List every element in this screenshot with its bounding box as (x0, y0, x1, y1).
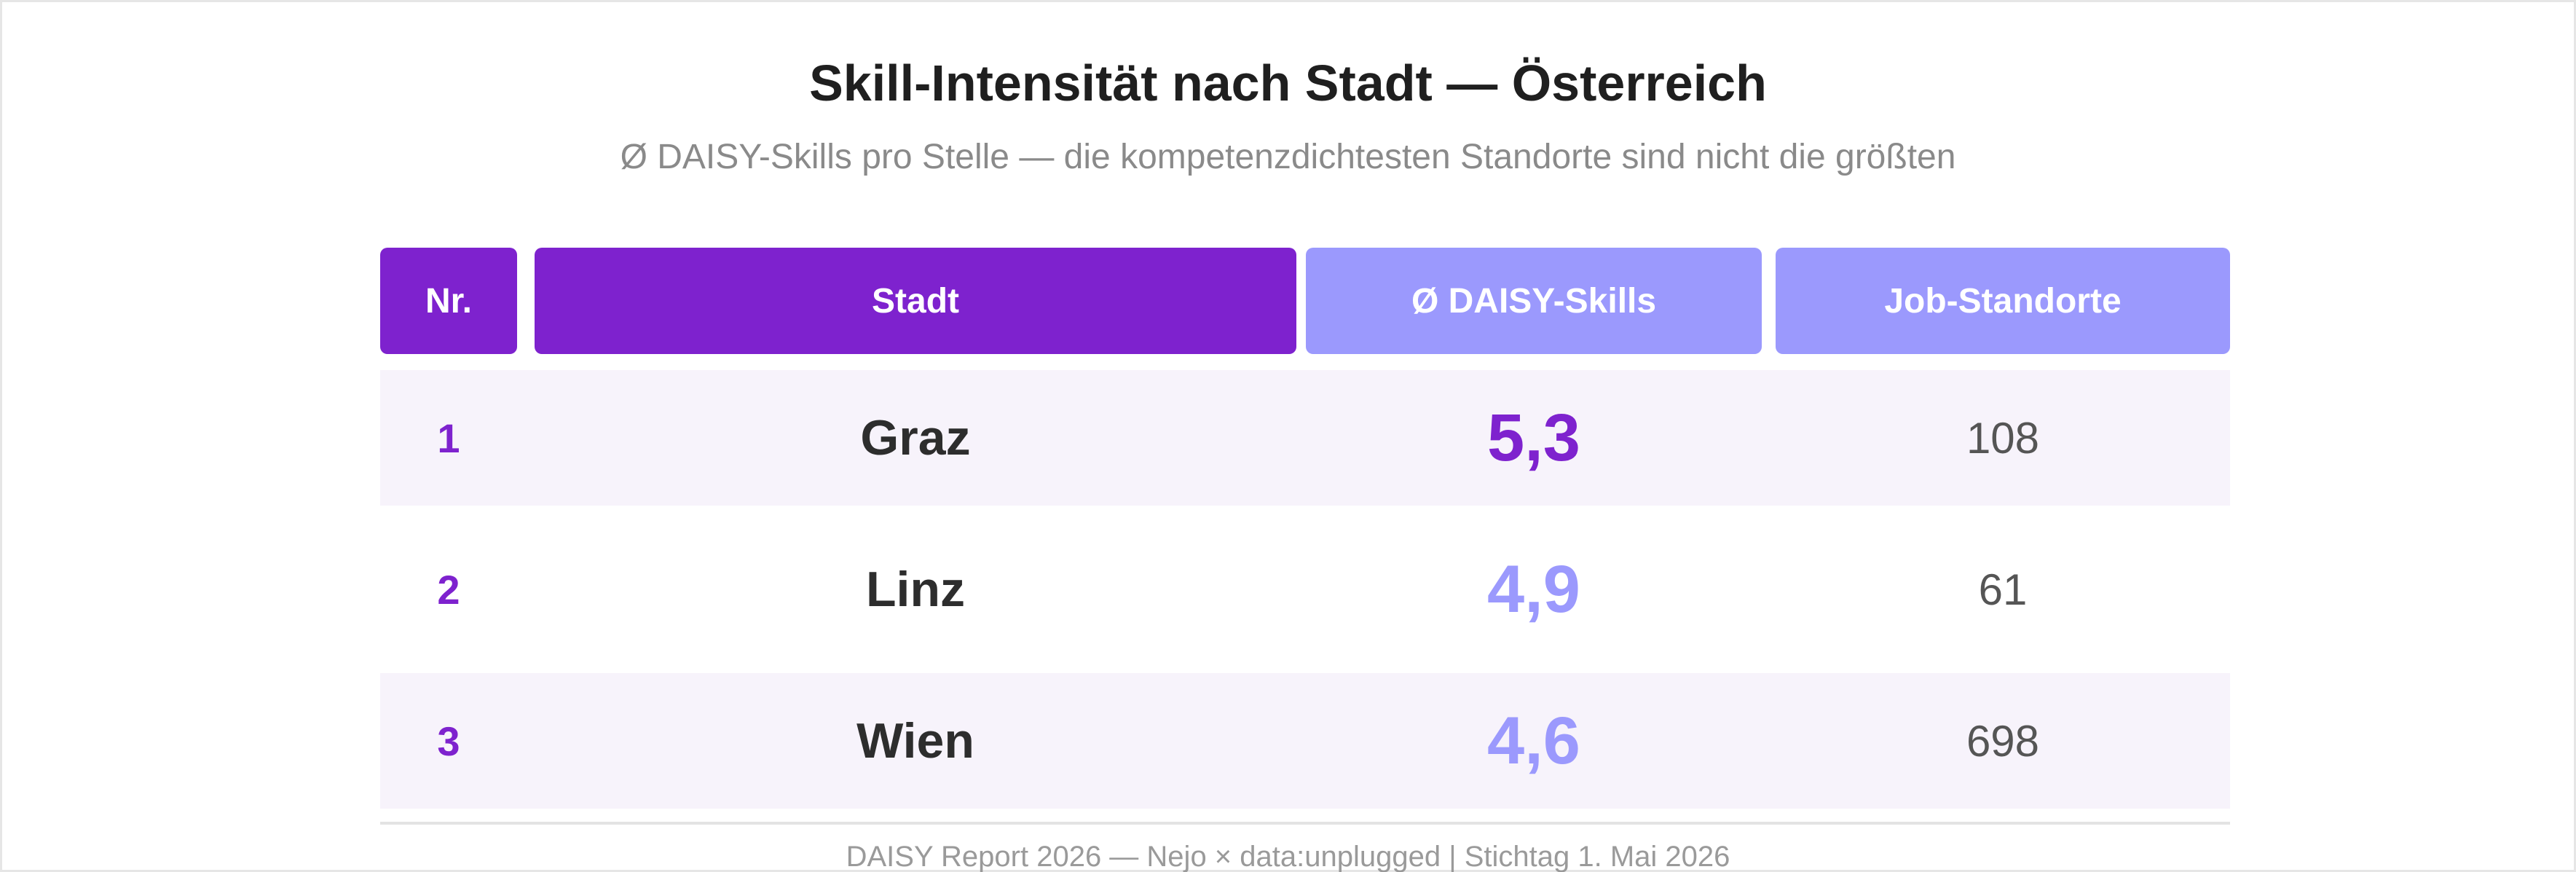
column-header-jobs: Job-Standorte (1776, 248, 2230, 354)
chart-subtitle: Ø DAISY-Skills pro Stelle — die kompeten… (620, 138, 1956, 176)
skills-value-cell: 5,3 (1487, 400, 1580, 475)
column-header-nr: Nr. (380, 248, 517, 354)
skills-value-cell: 4,9 (1487, 551, 1580, 626)
jobs-value-cell: 61 (1978, 565, 2028, 614)
column-header-stadt: Stadt (535, 248, 1296, 354)
table-row: 3 Wien 4,6 698 (380, 673, 2230, 809)
chart-title: Skill-Intensität nach Stadt — Österreich (809, 55, 1767, 111)
city-cell: Wien (856, 713, 974, 769)
skills-value-cell: 4,6 (1487, 703, 1580, 778)
table-row: 2 Linz 4,9 61 (380, 522, 2230, 657)
city-cell: Graz (860, 410, 971, 466)
jobs-value-cell: 108 (1966, 413, 2040, 463)
footer-divider (380, 822, 2230, 825)
rank-cell: 2 (437, 566, 460, 613)
jobs-value-cell: 698 (1966, 716, 2040, 766)
rank-cell: 3 (437, 718, 460, 764)
city-cell: Linz (866, 562, 965, 617)
footer-source: DAISY Report 2026 — Nejo × data:unplugge… (846, 841, 1730, 872)
column-header-skills: Ø DAISY-Skills (1306, 248, 1762, 354)
rank-cell: 1 (437, 415, 460, 461)
table-row: 1 Graz 5,3 108 (380, 370, 2230, 506)
